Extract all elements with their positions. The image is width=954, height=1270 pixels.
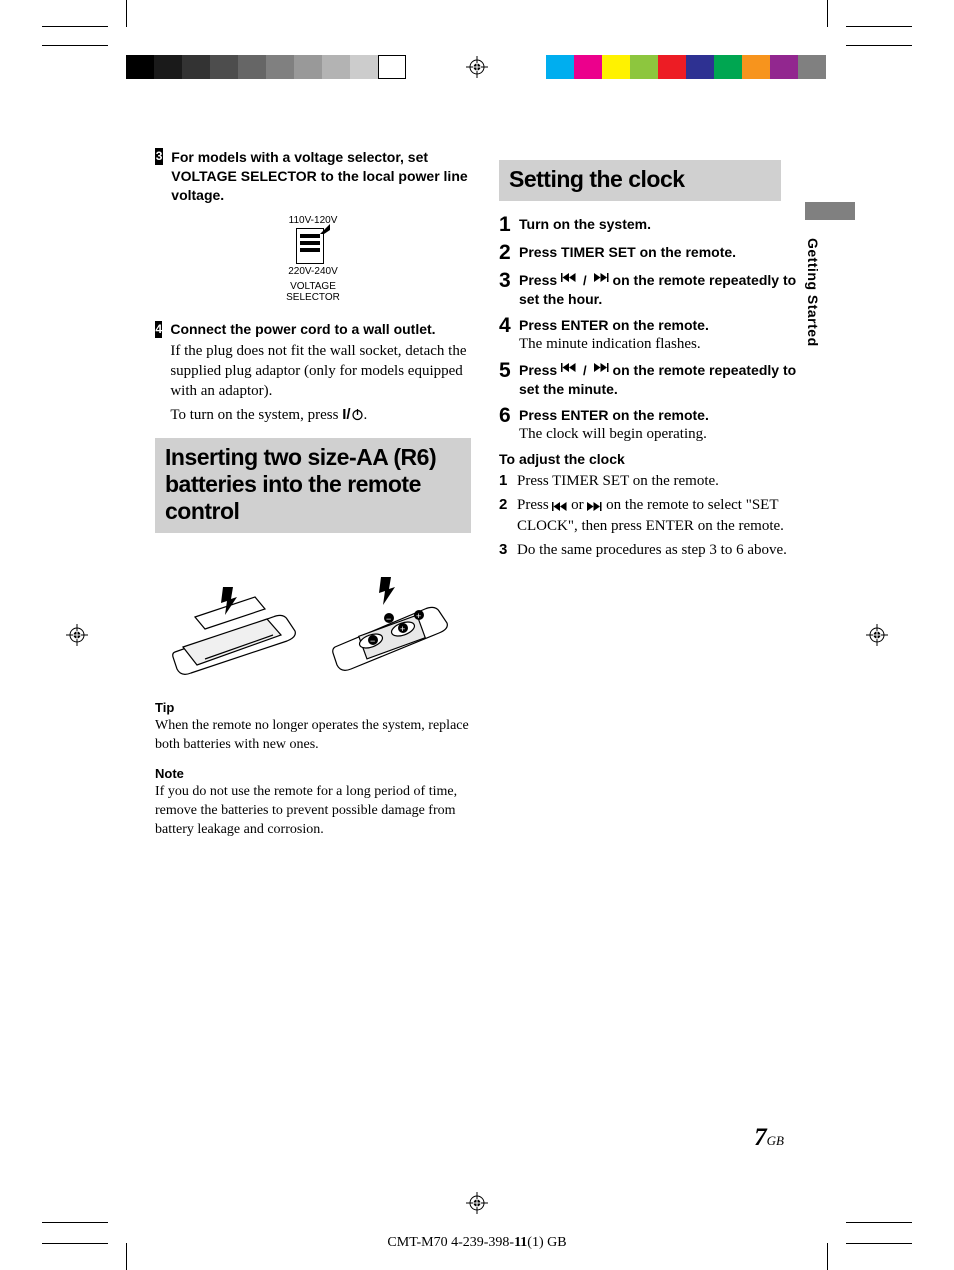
clock-step: 6Press ENTER on the remote. The clock wil… (499, 406, 815, 443)
crop-v-tr (827, 0, 828, 27)
section-batteries: Inserting two size-AA (R6) batteries int… (155, 438, 471, 533)
step-heading: Press / on the remote repeatedly to set … (519, 361, 815, 398)
step-4-body-2-pre: To turn on the system, press (170, 407, 342, 423)
step-4-number: 4 (155, 321, 162, 338)
step-4-body-1: If the plug does not fit the wall socket… (170, 341, 471, 402)
svg-text:−: − (370, 636, 375, 646)
side-tab: Getting Started (805, 202, 855, 347)
power-icon (351, 407, 364, 423)
crop-top-inner-r (846, 45, 912, 46)
color-calibration-bar (546, 55, 826, 79)
arrow-down-icon-2 (379, 577, 395, 605)
page-number: 7GB (754, 1124, 784, 1152)
right-column: Getting Started Setting the clock 1Turn … (499, 148, 815, 852)
voltage-switch-icon (296, 228, 324, 264)
power-symbol-text: I/ (342, 406, 350, 423)
step-3-number: 3 (155, 148, 163, 165)
voltage-top-label: 110V-120V (155, 215, 471, 226)
registration-mark-left (66, 624, 88, 646)
clock-step: 3Press / on the remote repeatedly to set… (499, 271, 815, 308)
note-heading: Note (155, 766, 471, 781)
clock-steps-list: 1Turn on the system.2Press TIMER SET on … (499, 215, 815, 443)
adjust-step-number: 1 (499, 471, 517, 491)
step-sub: The clock will begin operating. (519, 426, 815, 443)
step-number: 1 (499, 214, 519, 235)
adjust-step-number: 2 (499, 495, 517, 536)
step-heading: Press ENTER on the remote. (519, 406, 815, 424)
note-body: If you do not use the remote for a long … (155, 783, 471, 840)
page-number-suffix: GB (767, 1133, 784, 1148)
side-tab-stripe (805, 202, 855, 220)
voltage-bottom-label: 220V-240V (155, 266, 471, 277)
voltage-selector-figure: 110V-120V 220V-240V VOLTAGE SELECTOR (155, 215, 471, 303)
crop-top-outer (42, 26, 108, 27)
step-3: 3 For models with a voltage selector, se… (155, 148, 471, 205)
skip-prev-next-icon: / (561, 363, 609, 380)
adjust-step-body: Do the same procedures as step 3 to 6 ab… (517, 540, 787, 560)
adjust-step-body: Press or on the remote to select "SET CL… (517, 495, 815, 536)
clock-step: 1Turn on the system. (499, 215, 815, 235)
grayscale-calibration-bar (126, 55, 406, 79)
step-number: 2 (499, 242, 519, 263)
svg-text:+: + (416, 611, 421, 621)
adjust-clock-list: 1Press TIMER SET on the remote.2Press or… (499, 471, 815, 560)
tip-heading: Tip (155, 700, 471, 715)
adjust-step: 1Press TIMER SET on the remote. (499, 471, 815, 491)
footer-tail: (1) GB (527, 1235, 566, 1250)
crop-top-outer-r (846, 26, 912, 27)
footer: CMT-M70 4-239-398-11(1) GB (0, 1235, 954, 1251)
adjust-step: 2Press or on the remote to select "SET C… (499, 495, 815, 536)
crop-bot-inner (42, 1222, 108, 1223)
registration-mark-top (466, 56, 488, 78)
side-tab-label: Getting Started (805, 238, 821, 347)
step-4-title: Connect the power cord to a wall outlet. (170, 321, 471, 337)
adjust-step: 3Do the same procedures as step 3 to 6 a… (499, 540, 815, 560)
step-4-body-2: To turn on the system, press I/. (170, 405, 471, 425)
remote-batteries-figure: − + − + (155, 547, 471, 682)
adjust-step-body: Press TIMER SET on the remote. (517, 471, 719, 491)
step-heading: Press ENTER on the remote. (519, 316, 815, 334)
footer-bold: 11 (514, 1235, 527, 1250)
step-number: 6 (499, 405, 519, 443)
left-column: 3 For models with a voltage selector, se… (155, 148, 471, 852)
voltage-caption-2: SELECTOR (155, 292, 471, 303)
step-4-body-2-post: . (364, 407, 368, 423)
skip-prev-icon (552, 502, 567, 511)
registration-mark-bottom (466, 1192, 488, 1214)
clock-step: 5Press / on the remote repeatedly to set… (499, 361, 815, 398)
step-number: 5 (499, 360, 519, 398)
crop-bot-inner-r (846, 1222, 912, 1223)
voltage-caption-1: VOLTAGE (155, 281, 471, 292)
crop-v-tl (126, 0, 127, 27)
adjust-clock-heading: To adjust the clock (499, 451, 815, 467)
step-4: 4 Connect the power cord to a wall outle… (155, 321, 471, 426)
section-clock-title: Setting the clock (509, 166, 771, 193)
skip-next-icon (587, 502, 602, 511)
clock-step: 2Press TIMER SET on the remote. (499, 243, 815, 263)
step-number: 4 (499, 315, 519, 353)
tip-body: When the remote no longer operates the s… (155, 717, 471, 755)
clock-step: 4Press ENTER on the remote. The minute in… (499, 316, 815, 353)
section-clock: Setting the clock (499, 160, 781, 201)
step-sub: The minute indication flashes. (519, 336, 815, 353)
skip-prev-next-icon: / (561, 273, 609, 290)
step-heading: Press / on the remote repeatedly to set … (519, 271, 815, 308)
step-number: 3 (499, 270, 519, 308)
step-3-title: For models with a voltage selector, set … (171, 148, 471, 205)
section-batteries-title: Inserting two size-AA (R6) batteries int… (165, 444, 461, 525)
svg-text:−: − (386, 614, 391, 624)
crop-top-inner (42, 45, 108, 46)
step-heading: Press TIMER SET on the remote. (519, 243, 815, 261)
footer-model: CMT-M70 4-239-398- (387, 1235, 514, 1250)
adjust-step-number: 3 (499, 540, 517, 560)
page-number-big: 7 (754, 1124, 767, 1151)
svg-text:+: + (400, 624, 405, 634)
step-heading: Turn on the system. (519, 215, 815, 233)
registration-mark-right (866, 624, 888, 646)
